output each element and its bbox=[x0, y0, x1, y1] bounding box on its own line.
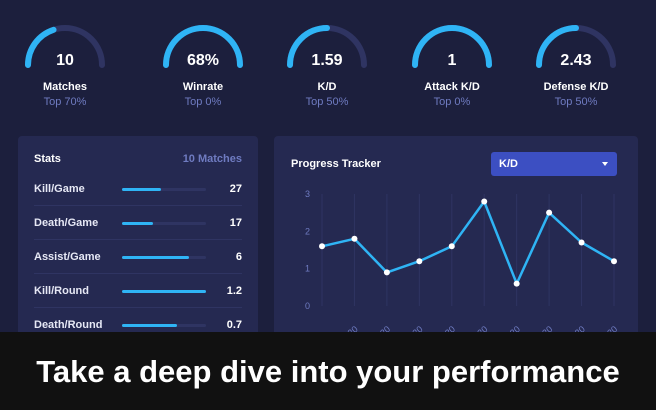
stat-value: 0.7 bbox=[226, 319, 242, 331]
gauge-label: Attack K/D bbox=[424, 81, 480, 93]
gauge-label: Defense K/D bbox=[543, 81, 609, 93]
data-point[interactable] bbox=[481, 198, 488, 205]
gauge-arc bbox=[536, 25, 616, 68]
stat-label: Kill/Game bbox=[34, 183, 85, 195]
stat-bar-fill bbox=[122, 222, 154, 225]
gauge-value: 68% bbox=[186, 52, 220, 69]
gauge-matches: 10 Matches Top 70% bbox=[0, 22, 130, 118]
gauge-rank: Top 0% bbox=[184, 96, 222, 108]
stat-bar-track bbox=[122, 222, 206, 225]
stat-value: 27 bbox=[229, 183, 242, 195]
stat-bar-fill bbox=[122, 256, 190, 259]
progress-tracker-panel: 0 1 2 3 ay 20 ay 20 ay 20 ay 20 ay 20 ay 20 ay 20 a… bbox=[274, 136, 638, 336]
data-point[interactable] bbox=[611, 258, 617, 265]
gauge-value: 1.59 bbox=[311, 52, 343, 69]
y-tick-label: 2 bbox=[305, 226, 310, 236]
stat-value: 6 bbox=[235, 251, 242, 263]
data-point[interactable] bbox=[319, 243, 325, 250]
data-point[interactable] bbox=[513, 280, 520, 287]
gauge-winrate: 68% Winrate Top 0% bbox=[138, 22, 268, 118]
metric-select[interactable]: K/D bbox=[491, 152, 617, 176]
stat-label: Assist/Game bbox=[34, 251, 101, 263]
stat-row-assist-game: Assist/Game 6 bbox=[34, 240, 242, 274]
banner-headline: Take a deep dive into your performance bbox=[36, 354, 620, 389]
data-point[interactable] bbox=[578, 239, 585, 246]
stats-panel: Stats 10 Matches Kill/Game 27 Death/Game… bbox=[18, 136, 258, 336]
gauge-value: 10 bbox=[56, 52, 74, 69]
gauge-rank: Top 50% bbox=[554, 96, 598, 108]
promo-banner: Take a deep dive into your performance bbox=[0, 332, 656, 410]
data-point[interactable] bbox=[416, 258, 423, 265]
stat-row-death-round: Death/Round 0.7 bbox=[34, 308, 242, 336]
gauge-label: Matches bbox=[42, 81, 88, 93]
stat-bar-fill bbox=[122, 188, 162, 191]
data-point[interactable] bbox=[383, 269, 390, 276]
gauge-arc bbox=[163, 25, 243, 68]
stats-match-count: 10 Matches bbox=[182, 153, 242, 165]
stat-row-death-game: Death/Game 17 bbox=[34, 206, 242, 240]
data-point[interactable] bbox=[351, 235, 358, 242]
metric-select-value: K/D bbox=[499, 158, 518, 170]
gauge-kd: 1.59 K/D Top 50% bbox=[262, 22, 392, 118]
gauge-rank: Top 70% bbox=[43, 96, 87, 108]
progress-tracker-title: Progress Tracker bbox=[291, 158, 381, 170]
stat-row-kill-round: Kill/Round 1.2 bbox=[34, 274, 242, 308]
y-tick-label: 3 bbox=[305, 189, 310, 199]
stat-bar-fill bbox=[122, 290, 206, 293]
stats-title: Stats bbox=[34, 153, 61, 165]
gauge-defense-kd: 2.43 Defense K/D Top 50% bbox=[511, 22, 641, 118]
stat-row-kill-game: Kill/Game 27 bbox=[34, 172, 242, 206]
stat-label: Death/Round bbox=[34, 319, 103, 331]
y-tick-label: 0 bbox=[305, 301, 310, 311]
gauge-arc bbox=[412, 25, 492, 68]
stat-bar-track bbox=[122, 188, 206, 191]
stat-value: 17 bbox=[229, 217, 242, 229]
data-point[interactable] bbox=[546, 209, 553, 216]
gauge-fill bbox=[163, 25, 243, 68]
series-line bbox=[321, 200, 615, 285]
stat-bar-track bbox=[122, 290, 206, 293]
gauge-attack-kd: 1 Attack K/D Top 0% bbox=[387, 22, 517, 118]
chevron-down-icon bbox=[602, 162, 608, 166]
gauge-label: K/D bbox=[317, 81, 337, 93]
gauge-arc bbox=[287, 25, 367, 68]
data-point[interactable] bbox=[448, 243, 455, 250]
gauge-arc bbox=[25, 25, 105, 68]
stat-bar-fill bbox=[122, 324, 177, 327]
stat-label: Death/Game bbox=[34, 217, 99, 229]
gauge-label: Winrate bbox=[182, 81, 224, 93]
stat-value: 1.2 bbox=[226, 285, 242, 297]
stat-label: Kill/Round bbox=[34, 285, 89, 297]
y-tick-label: 1 bbox=[305, 264, 310, 274]
gauge-value: 1 bbox=[447, 52, 457, 69]
gauge-fill bbox=[25, 26, 57, 68]
gauge-fill bbox=[412, 25, 492, 68]
stat-bar-track bbox=[122, 256, 206, 259]
gauge-rank: Top 0% bbox=[433, 96, 471, 108]
stat-bar-track bbox=[122, 324, 206, 327]
gauge-rank: Top 50% bbox=[305, 96, 349, 108]
gauge-row: 10 Matches Top 70% 68% Winrate Top 0% 1.… bbox=[0, 0, 656, 122]
gauge-value: 2.43 bbox=[560, 52, 592, 69]
gauge-fill bbox=[287, 25, 330, 68]
gauge-fill bbox=[536, 25, 579, 68]
